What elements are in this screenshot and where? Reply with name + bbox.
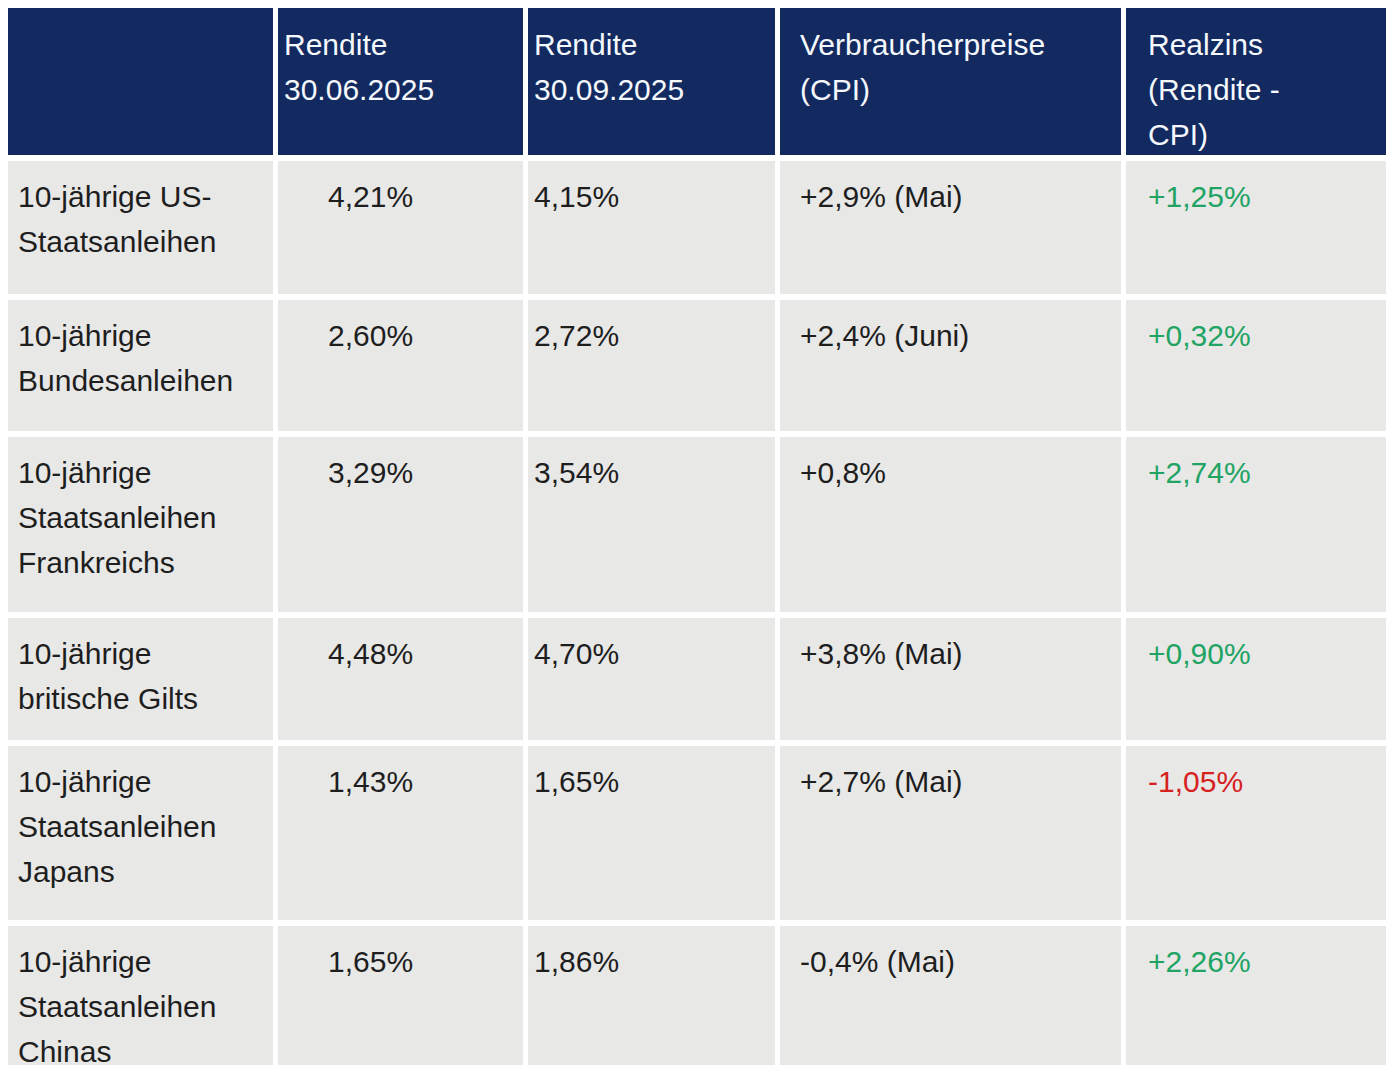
header-cell-verbraucherpreise-cpi: Verbraucherpreise (CPI) (780, 8, 1121, 155)
cpi-value: +0,8% (780, 437, 1121, 612)
rendite-30-09-value: 2,72% (528, 300, 775, 431)
row-label-staatsanleihen-frankreichs: 10-jährige Staatsanleihen Frankreichs (8, 437, 273, 612)
cpi-value: +3,8% (Mai) (780, 618, 1121, 740)
cpi-value: +2,4% (Juni) (780, 300, 1121, 431)
rendite-30-06-value: 1,65% (278, 926, 523, 1065)
rendite-30-09-value: 4,15% (528, 161, 775, 294)
rendite-30-09-value: 1,65% (528, 746, 775, 920)
row-label-staatsanleihen-japans: 10-jährige Staatsanleihen Japans (8, 746, 273, 920)
realzins-value: -1,05% (1126, 746, 1386, 920)
header-cell-empty (8, 8, 273, 155)
realzins-value: +2,26% (1126, 926, 1386, 1065)
row-label-britische-gilts: 10-jährige britische Gilts (8, 618, 273, 740)
cpi-value: +2,7% (Mai) (780, 746, 1121, 920)
realzins-value: +0,90% (1126, 618, 1386, 740)
cpi-value: -0,4% (Mai) (780, 926, 1121, 1065)
rendite-30-06-value: 3,29% (278, 437, 523, 612)
page: Rendite 30.06.2025 Rendite 30.09.2025 Ve… (0, 0, 1386, 1080)
header-cell-rendite-30-06-2025: Rendite 30.06.2025 (278, 8, 523, 155)
row-label-bundesanleihen: 10-jährige Bundesanleihen (8, 300, 273, 431)
rendite-30-09-value: 4,70% (528, 618, 775, 740)
cpi-value: +2,9% (Mai) (780, 161, 1121, 294)
rendite-30-09-value: 1,86% (528, 926, 775, 1065)
row-label-us-staatsanleihen: 10-jährige US- Staatsanleihen (8, 161, 273, 294)
rendite-30-09-value: 3,54% (528, 437, 775, 612)
realzins-value: +2,74% (1126, 437, 1386, 612)
rendite-30-06-value: 2,60% (278, 300, 523, 431)
rendite-30-06-value: 4,48% (278, 618, 523, 740)
realzins-value: +0,32% (1126, 300, 1386, 431)
header-cell-realzins: Realzins (Rendite - CPI) (1126, 8, 1386, 155)
row-label-staatsanleihen-chinas: 10-jährige Staatsanleihen Chinas (8, 926, 273, 1065)
rendite-30-06-value: 4,21% (278, 161, 523, 294)
header-cell-rendite-30-09-2025: Rendite 30.09.2025 (528, 8, 775, 155)
realzins-value: +1,25% (1126, 161, 1386, 294)
bond-yield-table: Rendite 30.06.2025 Rendite 30.09.2025 Ve… (8, 8, 1386, 1065)
rendite-30-06-value: 1,43% (278, 746, 523, 920)
